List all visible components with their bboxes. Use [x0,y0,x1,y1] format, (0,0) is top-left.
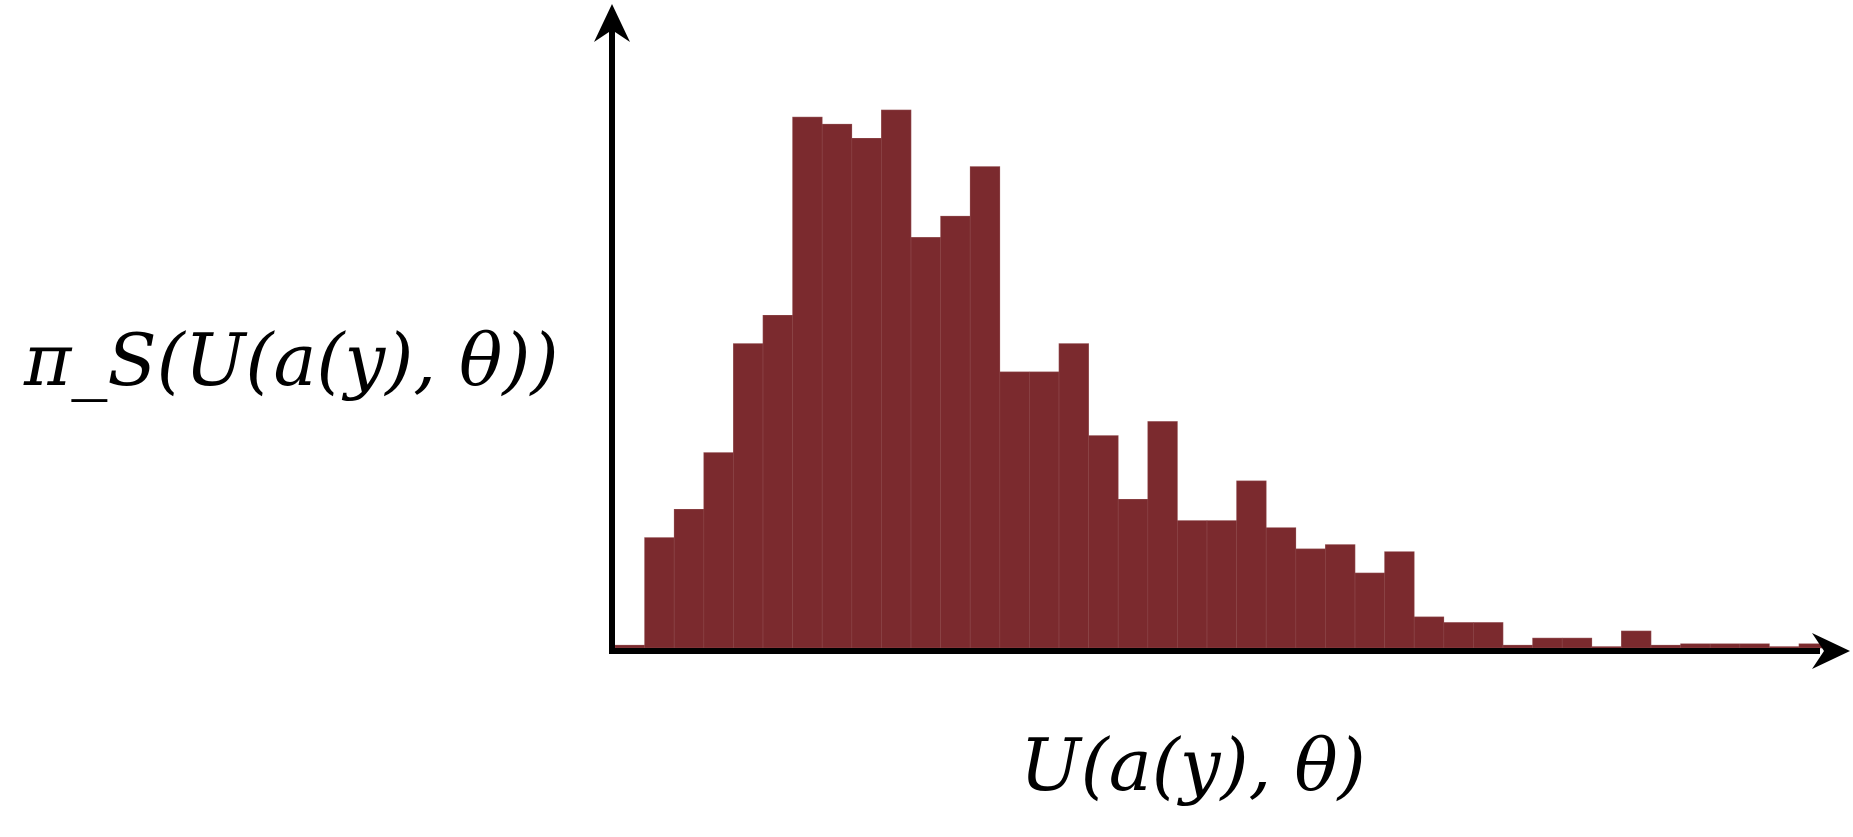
histogram-bar [673,508,705,649]
histogram-bar [1443,622,1474,649]
histogram-bar [1325,544,1356,649]
histogram-bar [1502,644,1533,649]
y-axis-arrowhead [594,4,630,42]
histogram-bar [1769,646,1800,649]
axes [594,4,1850,669]
histogram-bar [1206,520,1237,649]
histogram-bar [1177,520,1208,649]
histogram-bar [881,109,912,649]
histogram-bar [792,116,823,649]
histogram-bar [1117,498,1149,649]
histogram-bar [940,215,971,649]
histogram-bar [1354,572,1385,649]
histogram-bar [762,314,793,649]
histogram-bar [1532,637,1563,649]
histogram-bar [1739,643,1770,649]
histogram-bar [969,166,1001,649]
histogram-bar [1147,421,1178,649]
histogram-bar [1650,644,1681,649]
histogram-bar [733,343,764,649]
histogram-bar [1295,548,1326,649]
histogram-bar [1029,371,1060,649]
histogram-bar [1236,480,1267,649]
histogram-bar [1473,622,1504,649]
histogram-bar [614,644,645,649]
histogram-bar [644,537,675,649]
histogram-bar [703,452,734,649]
histogram-bar [1709,643,1741,649]
histogram-bar [821,123,853,649]
x-axis-arrowhead [1812,633,1850,669]
histogram-bar [1413,616,1445,649]
x-axis-label: U(a(y), θ) [1020,723,1366,807]
histogram-bar [910,237,941,649]
y-axis-label: π_S(U(a(y), θ)) [23,318,559,402]
histogram-bar [1058,343,1089,649]
histogram-bar [1680,643,1711,649]
histogram-bar [1561,637,1593,649]
histogram-bar [1591,646,1622,649]
histogram-bar [1621,630,1652,649]
histogram-bar [851,138,882,649]
histogram-bar [1265,527,1297,649]
histogram-bar [1384,551,1415,649]
histogram-bar [1088,435,1119,649]
histogram-bars [614,109,1829,649]
histogram-bar [999,371,1030,649]
